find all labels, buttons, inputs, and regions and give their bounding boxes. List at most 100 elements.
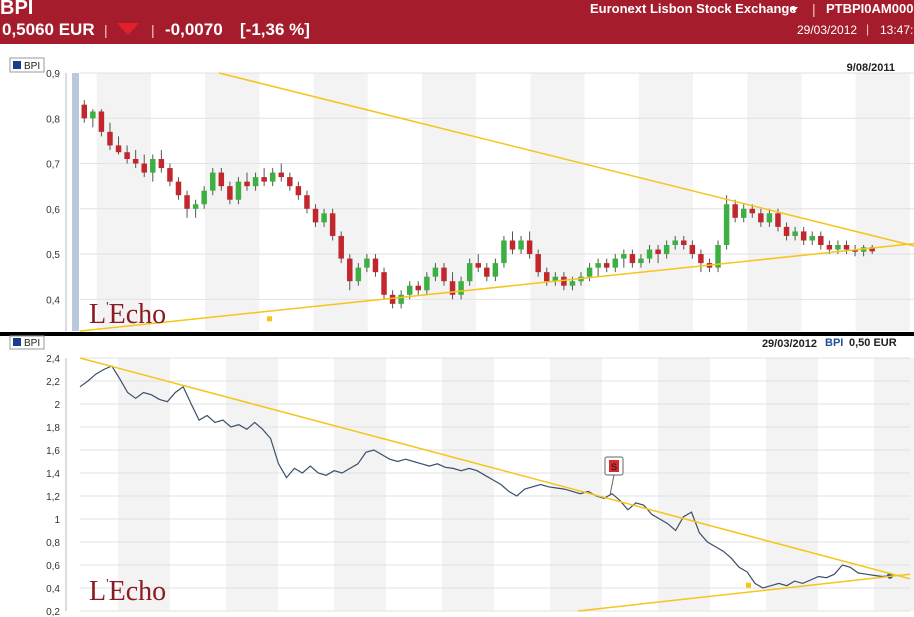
candle-body <box>484 267 490 277</box>
candle-body <box>758 213 764 223</box>
ticker-symbol: BPI <box>0 0 34 19</box>
top-y-tick-label: 0,4 <box>46 295 60 306</box>
trendline-anchor <box>746 582 751 588</box>
price-change-percent: [-1,36 %] <box>240 20 310 39</box>
candle-body <box>115 145 122 153</box>
legend-swatch <box>13 338 21 346</box>
candle-body <box>338 235 344 259</box>
candle-body <box>612 258 619 268</box>
candle-body <box>406 285 413 295</box>
candle-body <box>689 245 696 255</box>
candle-body <box>372 258 379 273</box>
candle-body <box>526 240 533 255</box>
candle-body <box>355 267 362 282</box>
bottom-y-tick-label: 0,8 <box>46 538 60 549</box>
quote-header: BPI 0,5060 EUR | | -0,0070 [-1,36 %] Eur… <box>0 0 914 44</box>
candle-body <box>132 159 139 164</box>
candle-body <box>304 195 310 209</box>
quote-time: 13:47: <box>880 23 914 37</box>
candle-body <box>783 226 790 236</box>
chevron-down-icon[interactable] <box>790 7 798 13</box>
candle-body <box>175 181 182 196</box>
candle-body <box>818 235 824 245</box>
bottom-legend-label: BPI <box>24 338 40 349</box>
bottom-y-tick-label: 1,8 <box>46 423 60 434</box>
separator: | <box>812 1 816 17</box>
candle-body <box>843 245 850 250</box>
candle-body <box>655 249 661 255</box>
bottom-y-tick-label: 2,4 <box>46 354 60 365</box>
candle-body <box>227 186 233 200</box>
trendline-anchor <box>267 316 272 322</box>
separator: | <box>866 22 870 36</box>
candle-body <box>466 263 473 282</box>
bottom-band <box>334 358 386 611</box>
candle-body <box>681 240 687 245</box>
top-band <box>96 73 151 331</box>
candle-body <box>244 181 250 187</box>
sell-marker[interactable]: S <box>604 456 624 496</box>
bottom-band <box>442 358 494 611</box>
top-band <box>638 73 693 331</box>
top-band <box>313 73 368 331</box>
bottom-chart-panel: BPI 29/03/2012 BPI 0,50 EUR 2,4 2,2 2 1,8 1,… <box>0 335 914 617</box>
candle-body <box>509 240 516 250</box>
candle-body <box>458 281 464 295</box>
top-range-handle[interactable] <box>72 73 79 331</box>
candle-body <box>561 276 567 286</box>
top-chart-panel: BPI 9/08/2011 0,9 0,8 0,7 0,6 0,5 0,4 L'Echo <box>0 44 914 332</box>
candle-body <box>432 267 439 277</box>
candle-body <box>646 249 653 259</box>
candle-body <box>167 168 173 182</box>
bottom-price-label: 0,50 EUR <box>849 337 897 349</box>
bottom-band <box>874 358 914 611</box>
candle-body <box>852 249 858 252</box>
bottom-y-tick-label: 0,2 <box>46 607 60 617</box>
candle-body <box>389 294 396 304</box>
candle-body <box>569 281 576 286</box>
bottom-band <box>658 358 710 611</box>
lecho-logo: L'Echo <box>89 299 166 330</box>
top-y-tick-label: 0,5 <box>46 250 60 261</box>
candle-body <box>269 172 276 182</box>
candle-body <box>158 159 165 169</box>
candle-body <box>261 177 267 182</box>
candle-body <box>364 258 370 268</box>
top-band <box>530 73 585 331</box>
top-band <box>421 73 477 331</box>
candle-body <box>603 263 610 268</box>
candle-body <box>90 111 96 119</box>
candle-body <box>201 190 207 205</box>
legend-swatch <box>13 61 21 69</box>
candle-body <box>698 254 704 264</box>
bottom-y-tick-label: 0,6 <box>46 561 60 572</box>
candle-body <box>449 281 456 295</box>
top-y-tick-label: 0,8 <box>46 114 60 125</box>
candle-body <box>398 294 404 304</box>
candle-body <box>381 272 387 295</box>
top-band <box>747 73 802 331</box>
exchange-selector[interactable]: Euronext Lisbon Stock Exchange <box>590 1 797 16</box>
candle-body <box>586 267 593 277</box>
candle-body <box>766 213 773 223</box>
candle-body <box>252 177 259 187</box>
top-legend-label: BPI <box>24 61 40 72</box>
separator: | <box>104 22 108 38</box>
candle-body <box>475 263 481 268</box>
bottom-date-label: 29/03/2012 <box>762 338 817 350</box>
candle-body <box>347 258 353 282</box>
candle-body <box>98 111 105 132</box>
candle-body <box>792 231 798 236</box>
resistance-trendline <box>218 72 914 247</box>
panel-divider <box>0 332 914 336</box>
candle-body <box>672 240 678 245</box>
bottom-y-tick-label: 0,4 <box>46 584 60 595</box>
top-y-tick-label: 0,9 <box>46 69 60 80</box>
candle-body <box>278 172 284 178</box>
candle-body <box>501 240 507 264</box>
candle-body <box>492 263 499 277</box>
candle-body <box>732 204 738 218</box>
candle-body <box>749 208 756 214</box>
support-trendline <box>79 242 914 332</box>
bottom-y-tick-label: 1,2 <box>46 492 60 503</box>
